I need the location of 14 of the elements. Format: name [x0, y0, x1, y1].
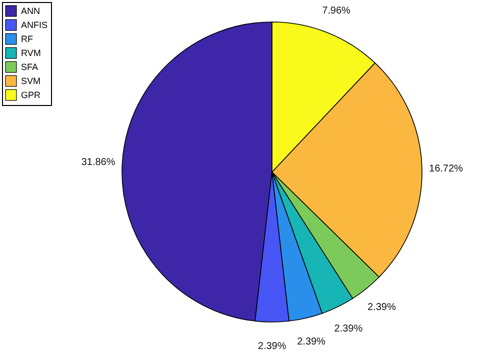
legend-label: GPR [21, 90, 42, 100]
legend-label: SFA [21, 62, 38, 72]
legend-label: RF [21, 34, 34, 44]
legend-label: ANN [21, 6, 40, 16]
data-label: 2.39% [297, 336, 326, 348]
data-label: 2.39% [368, 302, 396, 314]
data-label: 16.72% [429, 164, 464, 175]
data-label: 7.96% [322, 5, 351, 16]
legend-label: SVM [21, 76, 41, 86]
data-label: 2.39% [258, 341, 286, 352]
data-label: 31.86% [81, 157, 116, 168]
legend-label: ANFIS [21, 20, 48, 30]
legend-label: RVM [21, 48, 41, 58]
data-label: 2.39% [334, 323, 363, 334]
